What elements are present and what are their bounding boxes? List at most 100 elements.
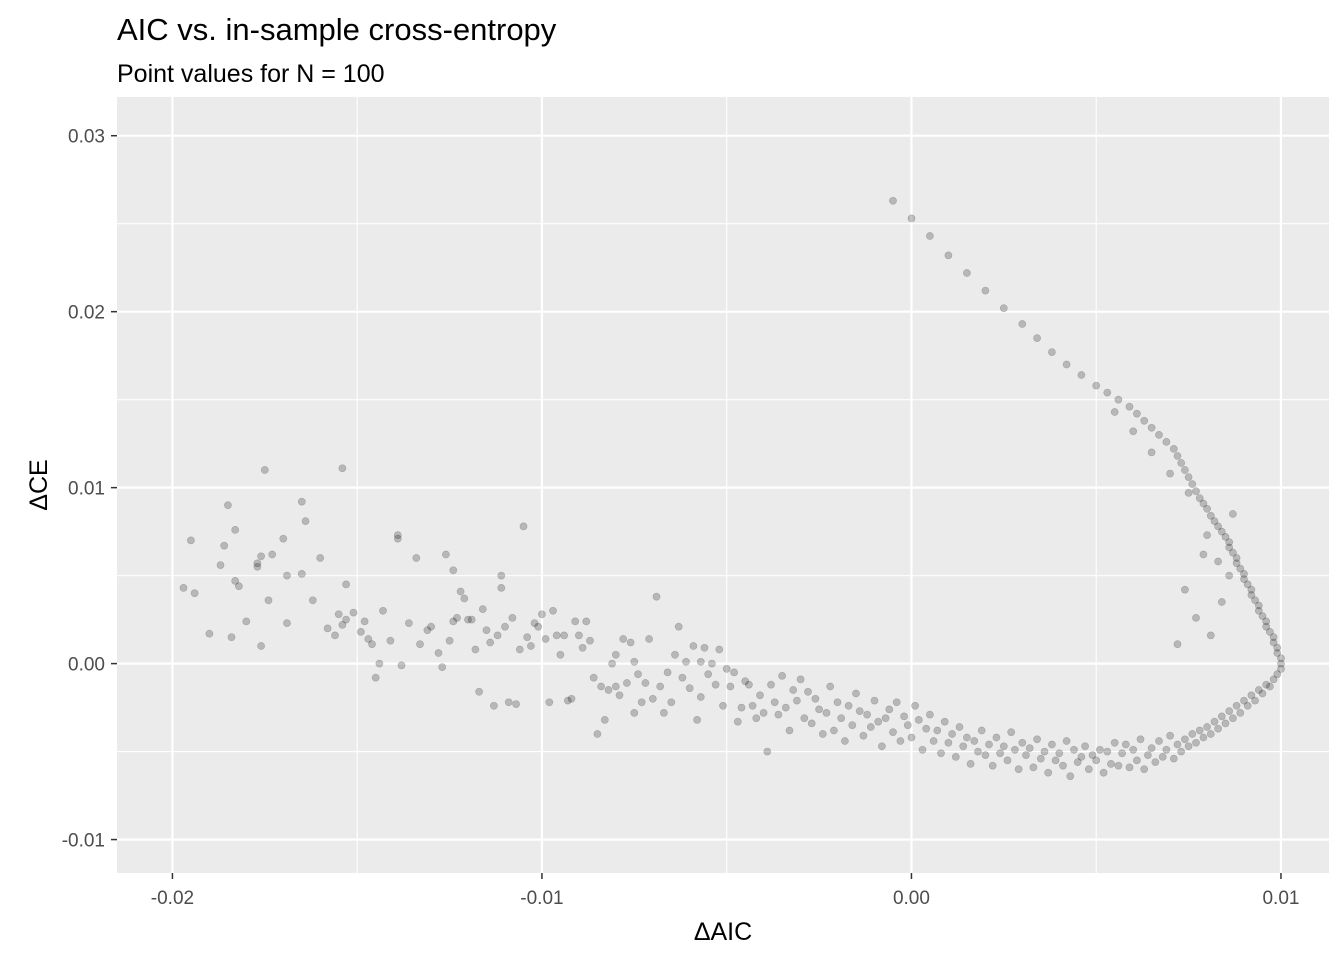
data-point <box>1081 742 1089 751</box>
data-points <box>179 196 1285 781</box>
data-point <box>1184 742 1193 751</box>
data-point <box>504 698 513 707</box>
data-point <box>774 710 783 719</box>
data-point <box>393 531 402 539</box>
plot-panel <box>117 97 1329 873</box>
data-point <box>1110 738 1119 747</box>
data-point <box>778 672 786 680</box>
data-point <box>977 726 986 735</box>
data-point <box>911 701 919 710</box>
data-point <box>830 726 838 735</box>
data-point <box>726 682 735 691</box>
data-point <box>1169 754 1178 763</box>
data-point <box>589 673 598 682</box>
data-point <box>364 635 373 643</box>
chart-title: AIC vs. in-sample cross-entropy <box>117 12 557 47</box>
data-point <box>1147 744 1156 752</box>
data-point <box>412 554 421 562</box>
data-point <box>379 606 387 615</box>
data-point <box>1114 395 1123 404</box>
data-point <box>1273 643 1282 652</box>
data-point <box>874 717 883 726</box>
data-point <box>1225 543 1234 552</box>
data-point <box>1136 735 1145 744</box>
data-point <box>1140 416 1149 425</box>
data-point <box>615 691 624 700</box>
data-point <box>1018 320 1027 328</box>
data-point <box>1217 712 1226 721</box>
data-point <box>375 659 384 668</box>
data-point <box>708 659 716 668</box>
data-point <box>1206 730 1215 738</box>
data-point <box>1051 756 1060 765</box>
major-gridlines <box>117 97 1329 873</box>
data-point <box>257 642 265 650</box>
data-point <box>1203 504 1211 513</box>
data-point <box>1254 686 1263 694</box>
data-point <box>1203 723 1211 731</box>
data-point <box>242 617 251 626</box>
data-point <box>1084 765 1093 774</box>
data-point <box>722 665 731 673</box>
data-point <box>866 723 875 731</box>
data-point <box>449 617 458 626</box>
data-point <box>467 615 476 624</box>
data-point <box>626 638 635 647</box>
data-point <box>331 631 339 640</box>
data-point <box>512 700 520 708</box>
data-point <box>988 761 997 770</box>
data-point <box>427 622 435 631</box>
data-point <box>515 645 524 654</box>
data-point <box>1251 596 1259 605</box>
data-point <box>604 686 613 694</box>
data-point <box>541 635 550 643</box>
data-point <box>190 589 199 598</box>
data-point <box>981 751 990 759</box>
data-point <box>216 561 225 569</box>
data-point <box>349 608 358 617</box>
data-point <box>1254 606 1263 615</box>
data-point <box>1166 469 1174 478</box>
data-point <box>748 701 757 710</box>
data-point <box>974 747 982 756</box>
data-point <box>630 657 639 666</box>
x-axis-title: ΔAIC <box>694 918 752 946</box>
data-point <box>689 642 698 650</box>
data-point <box>811 694 820 703</box>
data-point <box>1210 517 1219 525</box>
data-point <box>822 709 831 717</box>
data-point <box>404 619 413 627</box>
x-tick-label: 0.01 <box>1262 888 1299 909</box>
data-point <box>1007 728 1016 737</box>
data-point <box>992 733 1001 742</box>
data-point <box>841 737 849 745</box>
x-tick-label: -0.02 <box>151 888 194 909</box>
data-point <box>1266 628 1274 636</box>
data-point <box>907 214 916 223</box>
data-point <box>634 670 642 679</box>
data-point <box>719 701 727 710</box>
data-point <box>1033 735 1041 744</box>
data-point <box>586 636 594 645</box>
data-point <box>1214 522 1222 531</box>
data-point <box>745 680 753 689</box>
data-point <box>630 709 639 717</box>
data-point <box>1195 494 1204 503</box>
y-tick-label: 0.03 <box>68 127 105 148</box>
data-point <box>1262 680 1271 689</box>
data-point <box>464 615 472 624</box>
data-point <box>260 466 269 474</box>
data-point <box>1188 730 1197 738</box>
data-point <box>715 645 724 654</box>
data-point <box>711 680 720 689</box>
data-point <box>1125 763 1134 772</box>
data-point <box>1055 749 1064 758</box>
data-point <box>966 760 975 768</box>
data-point <box>534 622 543 631</box>
data-point <box>1184 488 1193 497</box>
data-point <box>338 464 347 473</box>
data-point <box>301 517 310 525</box>
data-point <box>885 705 894 714</box>
data-point <box>1243 701 1252 710</box>
data-point <box>1181 735 1189 744</box>
